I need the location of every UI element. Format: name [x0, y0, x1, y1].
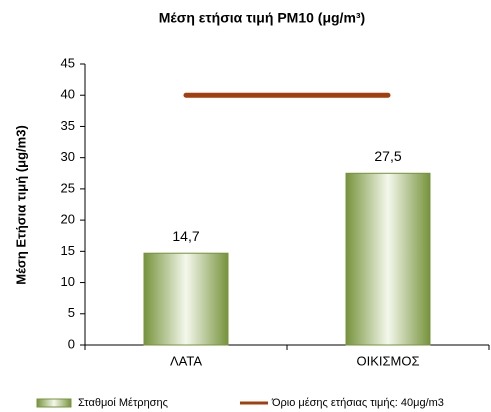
y-tick-label: 40 [61, 87, 75, 102]
legend-label: Σταθμοί Μέτρησης [78, 397, 168, 409]
x-tick-label: ΛΑΤΑ [170, 353, 202, 368]
y-tick-label: 45 [61, 55, 75, 70]
x-tick-label: ΟΙΚΙΣΜΟΣ [356, 353, 419, 368]
y-tick-label: 15 [61, 243, 75, 258]
legend-label: Όριο μέσης ετήσιας τιμής: 40μg/m3 [271, 397, 444, 409]
y-tick-label: 20 [61, 212, 75, 227]
y-tick-label: 10 [61, 274, 75, 289]
data-label: 27,5 [374, 148, 401, 164]
y-tick-label: 0 [68, 336, 75, 351]
y-tick-label: 35 [61, 118, 75, 133]
y-tick-label: 25 [61, 180, 75, 195]
y-tick-label: 30 [61, 149, 75, 164]
data-label: 14,7 [172, 228, 199, 244]
y-axis-label: Μέση Ετήσια τιμή (μg/m3) [13, 125, 28, 285]
legend-swatch [36, 398, 72, 408]
bar [143, 252, 229, 346]
y-tick-label: 5 [68, 305, 75, 320]
bar [345, 172, 431, 346]
chart-title: Μέση ετήσια τιμή PM10 (μg/m³) [159, 10, 365, 26]
